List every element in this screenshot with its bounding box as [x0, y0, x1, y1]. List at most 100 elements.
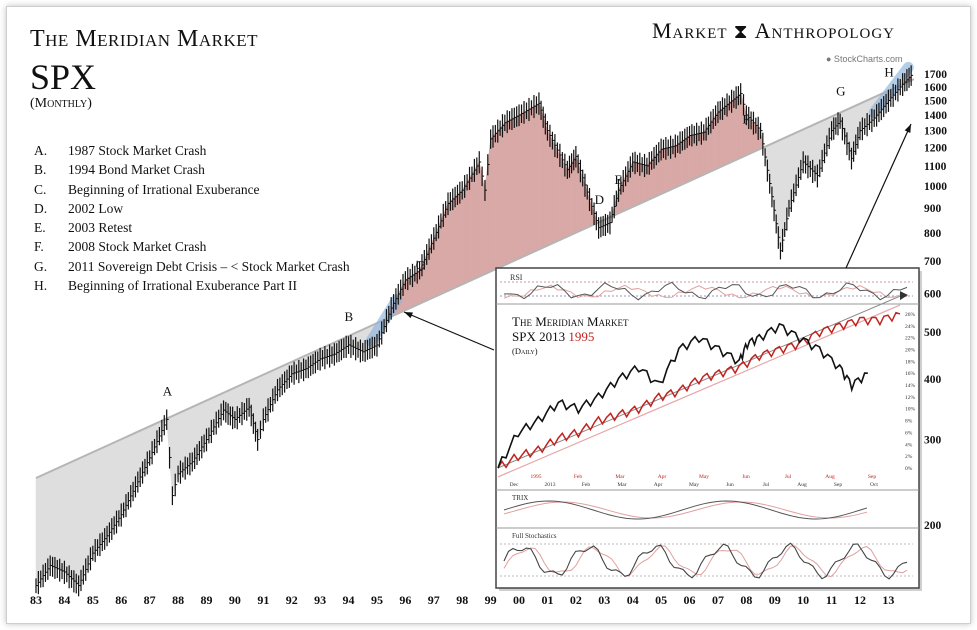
event-marker-d: D: [595, 192, 604, 207]
arrow-to-2013: [845, 123, 912, 269]
event-code: A.: [34, 143, 48, 158]
below-trend-fill: [111, 442, 115, 530]
above-trend-fill: [466, 177, 470, 283]
above-trend-fill: [497, 127, 501, 269]
y-tick-label: 700: [924, 256, 942, 268]
above-trend-fill: [514, 115, 517, 262]
event-item: H. Beginning of Irrational Exuberance Par…: [34, 276, 350, 295]
above-trend-fill: [499, 124, 503, 268]
inset-x-tick-2013: Sep: [834, 482, 843, 488]
inset-y-tick: 4%: [905, 442, 913, 448]
meridian-trendline: [35, 78, 915, 479]
inset-y-tick: 22%: [905, 336, 916, 342]
above-trend-fill: [492, 132, 496, 271]
y-tick-label: 800: [924, 228, 942, 240]
above-trend-fill: [504, 120, 508, 266]
inset-x-tick-2013: Feb: [582, 482, 591, 488]
inset-x-tick-1995: Jul: [785, 474, 792, 480]
callout-arrows: [403, 123, 912, 351]
below-trend-fill: [83, 454, 87, 575]
x-tick-label: 99: [485, 593, 497, 607]
above-trend-fill: [457, 191, 461, 287]
below-trend-fill: [78, 457, 82, 586]
inset-x-tick-2013: Oct: [870, 482, 878, 488]
period-label: (Monthly): [30, 96, 92, 111]
source-label: ● StockCharts.com: [826, 54, 903, 64]
event-code: H.: [34, 278, 48, 294]
above-trend-fill: [511, 117, 515, 263]
inset-x-tick-2013: Jun: [726, 482, 734, 488]
above-trend-fill: [528, 107, 532, 255]
inset-y-tick: 12%: [905, 395, 916, 401]
above-trend-fill: [469, 173, 473, 282]
inset-period: (Daily): [512, 346, 538, 356]
y-tick-label: 1300: [924, 126, 947, 138]
inset-y-tick: 6%: [905, 430, 913, 436]
trix-line: [503, 500, 868, 520]
x-tick-label: 97: [428, 593, 440, 607]
below-trend-fill: [61, 464, 65, 573]
rsi-line: [503, 281, 908, 301]
inset-x-tick-2013: Aug: [797, 482, 807, 488]
below-trend-fill: [104, 445, 108, 540]
inset-x-tick-1995: 1995: [531, 474, 542, 480]
event-legend: A. 1987 Stock Market Crash B. 1994 Bond Ma…: [34, 141, 350, 295]
event-code: C.: [34, 181, 47, 197]
arrow-to-2013-head: [904, 124, 911, 133]
event-label: 2003 Retest: [68, 220, 133, 236]
event-marker-a: A: [163, 384, 173, 399]
x-tick-label: 90: [229, 593, 241, 607]
inset-x-tick-1995: May: [699, 474, 709, 480]
below-trend-fill: [116, 439, 120, 523]
x-tick-label: 88: [172, 593, 184, 607]
above-trend-fill: [490, 135, 494, 272]
x-tick-label: 98: [456, 593, 468, 607]
stochastics-label: Full Stochastics: [512, 532, 557, 540]
x-tick-label: 92: [286, 593, 298, 607]
y-tick-label: 200: [924, 520, 942, 532]
below-trend-fill: [42, 473, 46, 577]
above-trend-fill: [540, 110, 544, 249]
inset-x-tick-1995: Mar: [615, 474, 624, 480]
y-tick-label: 1000: [924, 181, 947, 193]
arrow-to-1995: [403, 311, 495, 351]
above-trend-fill: [531, 105, 535, 254]
x-tick-label: 89: [200, 593, 212, 607]
above-trend-fill: [471, 168, 475, 281]
x-tick-label: 86: [115, 593, 127, 607]
y-tick-label: 300: [924, 435, 942, 447]
inset-compare-label: 1995: [568, 329, 594, 344]
below-trend-fill: [99, 447, 103, 546]
x-tick-label: 00: [513, 593, 525, 607]
above-trend-fill: [547, 130, 551, 247]
inset-y-tick: 26%: [905, 312, 916, 318]
event-code: G.: [34, 258, 48, 274]
below-trend-fill: [66, 462, 70, 578]
below-trend-fill: [59, 465, 63, 572]
below-trend-fill: [52, 468, 56, 569]
inset-x-tick-1995: Aug: [825, 474, 835, 480]
dna-icon: ⧗: [733, 21, 749, 43]
x-tick-label: 84: [58, 593, 70, 607]
event-item: B. 1994 Bond Market Crash: [34, 160, 350, 179]
event-code: F.: [34, 239, 44, 255]
above-trend-fill: [450, 198, 454, 291]
event-item: C. Beginning of Irrational Exuberance: [34, 180, 350, 199]
series-2013-line: [497, 322, 868, 469]
above-trend-fill: [495, 129, 499, 270]
event-code: D.: [34, 200, 48, 216]
x-axis: 83 84 85 86 87 88 89 90 91 92 93 94 95 96 97 98 99 00 01 02…: [30, 593, 894, 607]
event-label: 2002 Low: [68, 200, 124, 216]
inset-trend-arrowhead: [900, 291, 908, 301]
below-trend-fill: [35, 476, 39, 587]
x-tick-label: 94: [343, 593, 355, 607]
inset-x-tick-2013: Dec: [510, 482, 519, 488]
above-trend-fill: [536, 102, 540, 252]
inset-y-tick: 0%: [905, 466, 913, 472]
below-trend-fill: [49, 469, 53, 568]
x-tick-label: 01: [541, 593, 553, 607]
event-label: 2011 Sovereign Debt Crisis – < Stock Mar…: [68, 258, 350, 274]
x-tick-label: 09: [769, 593, 781, 607]
